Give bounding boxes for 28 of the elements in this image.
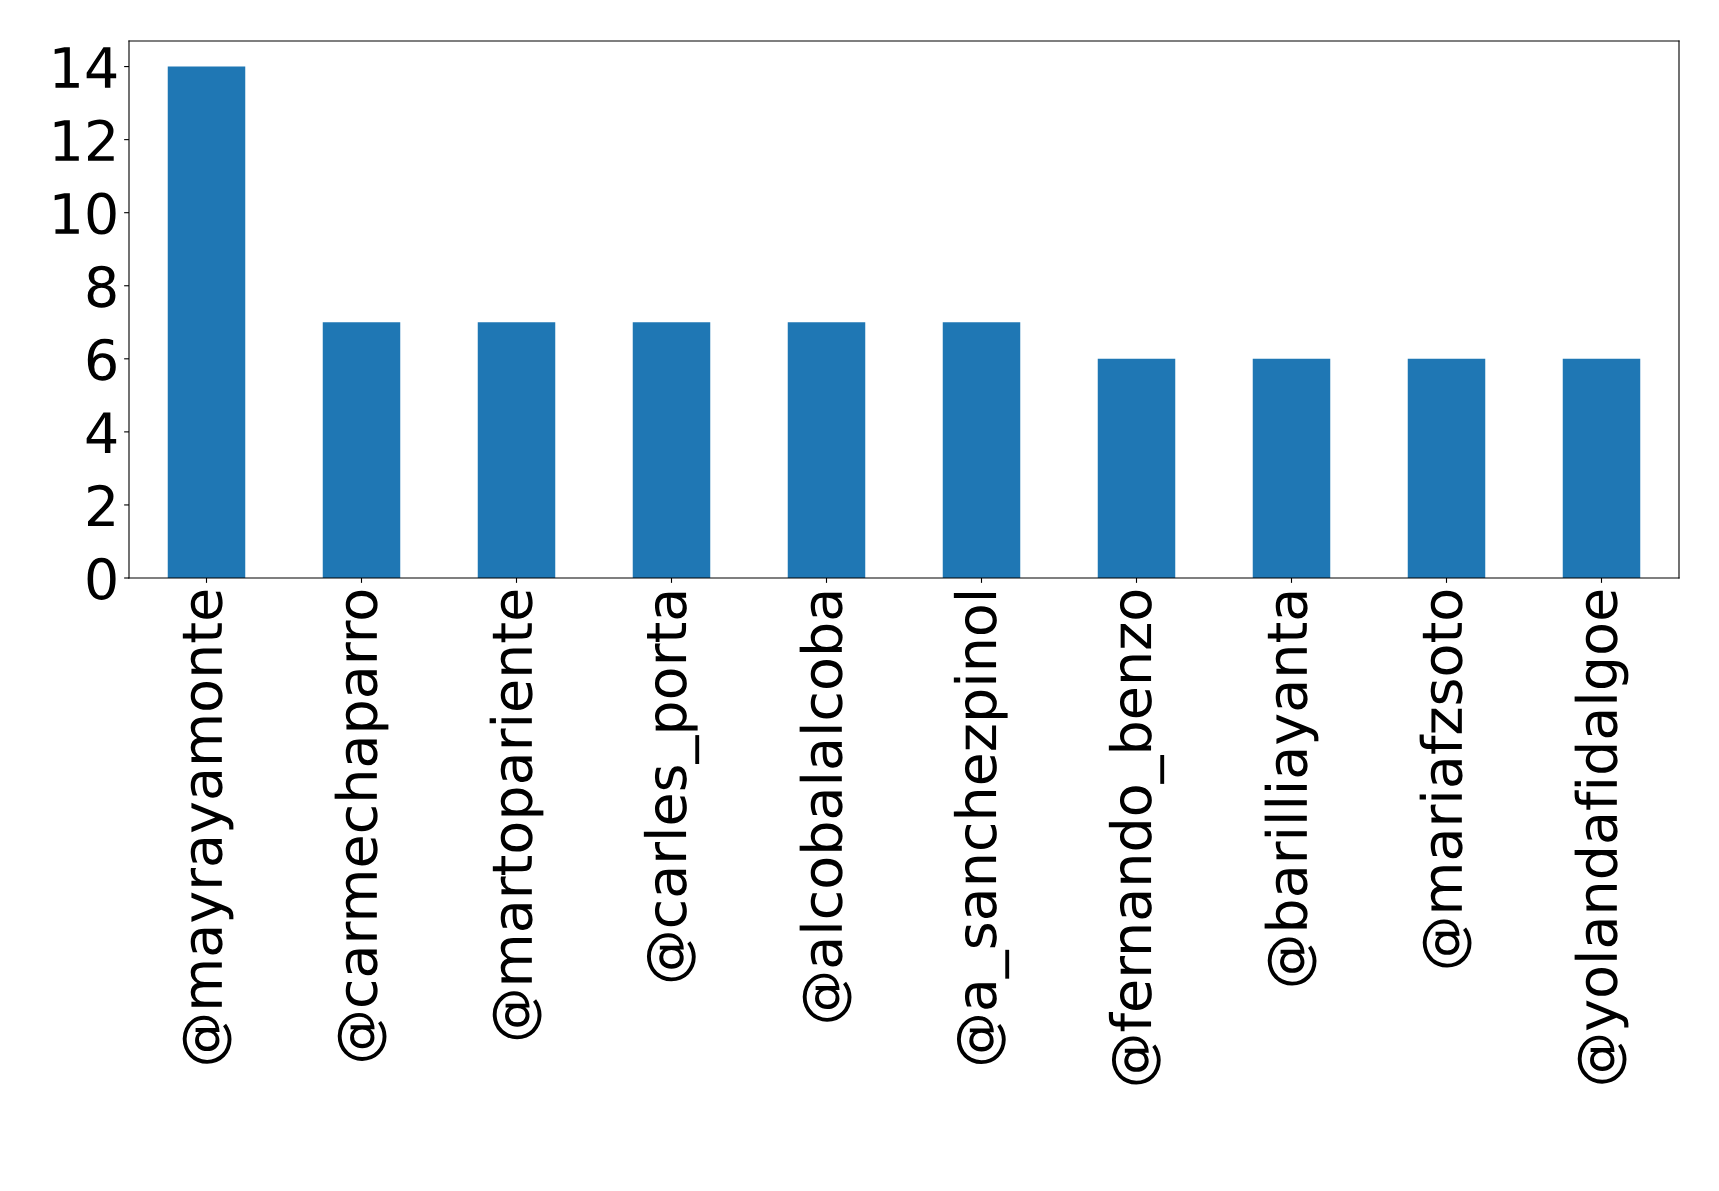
x-tick-label: @alcobalalcoba (799, 592, 852, 1022)
x-tick-label: @barilliayanta (1264, 592, 1319, 986)
bar (322, 322, 401, 578)
bar (1097, 358, 1176, 578)
y-tick-label: 14 (54, 47, 117, 88)
y-tick-label: 0 (87, 557, 116, 600)
y-tick-label: 6 (87, 338, 116, 381)
bar (1407, 358, 1486, 578)
bar (1562, 358, 1641, 578)
x-tick-label: @martopariente (489, 590, 544, 1040)
bar (1252, 358, 1331, 578)
bar (477, 322, 556, 578)
x-tick-label: @carmechaparro (334, 590, 389, 1061)
x-tick-label: @carles_porta (643, 592, 700, 982)
y-tick-label: 12 (54, 119, 114, 161)
x-tick-label: @fernando_benzo (1108, 590, 1165, 1085)
y-tick-label: 2 (88, 484, 114, 527)
y-tick-label: 8 (87, 265, 116, 308)
x-tick-label: @mariafzsoto (1419, 590, 1472, 968)
bar (167, 66, 246, 578)
y-tick-label: 10 (54, 192, 116, 235)
x-tick-label: @mayrayamonte (182, 590, 234, 1064)
bar (632, 322, 711, 578)
x-tick-label: @yolandafidalgoe (1574, 590, 1629, 1084)
bar (942, 322, 1021, 578)
x-tick-label: @a_sanchezpinol (953, 592, 1010, 1065)
y-tick-label: 4 (86, 412, 117, 453)
bar (787, 322, 866, 578)
